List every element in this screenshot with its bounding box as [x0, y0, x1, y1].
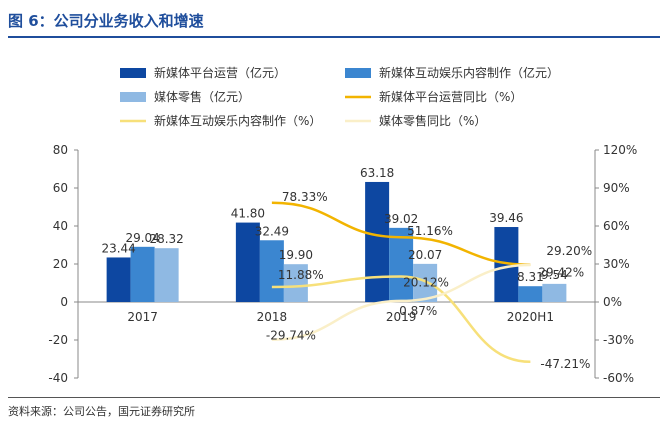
legend-label: 新媒体平台运营同比（%） — [379, 89, 522, 104]
line-value-label: -47.21% — [540, 357, 590, 371]
chart-legend: 新媒体平台运营（亿元） 新媒体互动娱乐内容制作（亿元） 媒体零售（亿元） 新媒体平台运… — [120, 65, 559, 128]
y-tick-label-right: 30% — [603, 257, 630, 271]
title-divider — [8, 36, 660, 38]
line-value-label: 11.88% — [278, 268, 324, 282]
x-tick-label: 2019 — [386, 310, 417, 324]
x-tick-label: 2020H1 — [507, 310, 554, 324]
y-tick-label-left: 80 — [53, 143, 68, 157]
legend-swatch-bar — [120, 68, 146, 78]
chart-lines — [271, 201, 531, 364]
line-series-1 — [271, 201, 531, 266]
line-value-label: 78.33% — [282, 190, 328, 204]
y-tick-label-right: 90% — [603, 181, 630, 195]
x-tick-label: 2017 — [127, 310, 158, 324]
bar-1 — [235, 222, 260, 302]
bar-value-label: 20.07 — [408, 248, 442, 262]
line-value-label: 20.12% — [403, 276, 449, 290]
bar-2 — [518, 286, 543, 302]
y-tick-label-left: 40 — [53, 219, 68, 233]
bar-value-label: 19.90 — [279, 248, 313, 262]
bar-value-label: 63.18 — [360, 166, 394, 180]
figure-source: 资料来源：公司公告，国元证券研究所 — [8, 405, 195, 418]
bar-1 — [365, 181, 390, 302]
line-value-label: 0.87% — [399, 304, 437, 318]
y-tick-label-left: -20 — [48, 333, 68, 347]
bar-value-label: 23.44 — [101, 241, 135, 255]
y-tick-label-left: 20 — [53, 257, 68, 271]
bar-3 — [413, 263, 438, 302]
bar-2 — [130, 246, 155, 302]
y-tick-label-left: -40 — [48, 371, 68, 385]
line-value-label: 51.16% — [407, 224, 453, 238]
legend-swatch-bar — [345, 68, 371, 78]
line-series-2 — [271, 275, 531, 364]
legend-swatch-bar — [120, 92, 146, 102]
y-tick-label-right: -60% — [603, 371, 634, 385]
line-value-label: -29.74% — [266, 329, 316, 343]
chart-bars — [106, 181, 567, 302]
bar-3 — [283, 264, 308, 302]
line-value-label: 29.42% — [538, 266, 584, 280]
chart-axes: -40 -20 0 20 40 60 80 -60% -30% 0% 30% 60% 90% 120% 20… — [48, 143, 637, 385]
x-tick-label: 2018 — [257, 310, 288, 324]
legend-label: 媒体零售同比（%） — [379, 113, 486, 128]
bar-3 — [542, 283, 567, 302]
y-tick-label-right: 0% — [603, 295, 622, 309]
line-value-label: 29.20% — [546, 244, 592, 258]
bar-2 — [259, 240, 284, 302]
y-tick-label-left: 60 — [53, 181, 68, 195]
legend-label: 新媒体互动娱乐内容制作（%） — [154, 113, 321, 128]
bar-value-label: 8.31 — [517, 270, 544, 284]
y-tick-label-left: 0 — [60, 295, 68, 309]
y-tick-label-right: 60% — [603, 219, 630, 233]
bar-3 — [154, 248, 179, 302]
bar-value-label: 28.32 — [149, 232, 183, 246]
legend-label: 新媒体平台运营（亿元） — [154, 65, 286, 80]
figure-header: 图 6：公司分业务收入和增速 — [0, 0, 668, 38]
bar-value-label: 41.80 — [231, 207, 265, 221]
bar-2 — [389, 227, 414, 302]
figure-title: 图 6：公司分业务收入和增速 — [8, 12, 204, 30]
bar-1 — [106, 257, 131, 302]
bar-value-label: 39.46 — [489, 211, 523, 225]
legend-label: 新媒体互动娱乐内容制作（亿元） — [379, 65, 559, 80]
bar-value-label: 32.49 — [255, 224, 289, 238]
y-tick-label-right: 120% — [603, 143, 637, 157]
line-series-3 — [271, 263, 531, 341]
bar-value-label: 39.02 — [384, 212, 418, 226]
bar-value-label: 29.04 — [125, 231, 159, 245]
legend-label: 媒体零售（亿元） — [154, 89, 250, 104]
y-tick-label-right: -30% — [603, 333, 634, 347]
bar-value-label: 9.54 — [541, 268, 568, 282]
source-divider — [8, 397, 660, 398]
